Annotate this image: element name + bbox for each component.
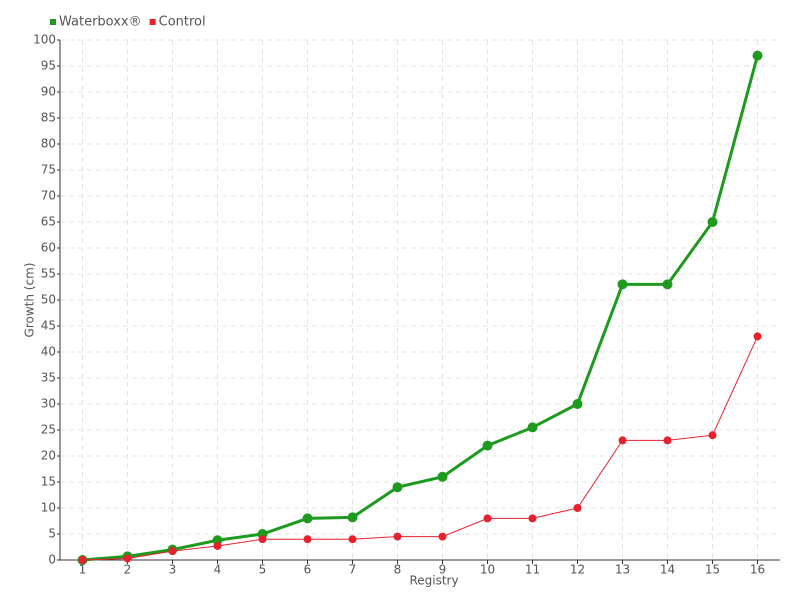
legend-label: Control bbox=[159, 15, 206, 30]
y-tick-label: 5 bbox=[48, 527, 56, 541]
y-tick-label: 50 bbox=[41, 293, 56, 307]
y-tick-label: 100 bbox=[33, 33, 56, 47]
y-axis-label: Growth (cm) bbox=[23, 263, 37, 338]
data-point bbox=[482, 440, 493, 451]
data-point bbox=[437, 471, 448, 482]
y-tick-label: 10 bbox=[41, 501, 56, 515]
y-tick-label: 45 bbox=[41, 319, 56, 333]
y-tick-label: 20 bbox=[41, 449, 56, 463]
data-point bbox=[213, 541, 222, 550]
data-point bbox=[752, 50, 763, 61]
x-tick-label: 3 bbox=[169, 563, 177, 577]
data-point bbox=[212, 535, 223, 546]
y-tick-label: 80 bbox=[41, 137, 56, 151]
data-point bbox=[258, 535, 267, 544]
data-point bbox=[348, 535, 357, 544]
data-point bbox=[438, 532, 447, 541]
x-tick-label: 10 bbox=[480, 563, 495, 577]
data-point bbox=[708, 431, 717, 440]
x-tick-label: 15 bbox=[705, 563, 720, 577]
y-tick-label: 0 bbox=[48, 553, 56, 567]
data-point bbox=[123, 554, 132, 563]
data-point bbox=[78, 556, 87, 564]
data-point bbox=[347, 512, 358, 523]
data-point bbox=[618, 436, 627, 445]
y-tick-label: 75 bbox=[41, 163, 56, 177]
y-tick-label: 85 bbox=[41, 111, 56, 125]
legend-label: Waterboxx® bbox=[59, 15, 142, 30]
y-tick-label: 35 bbox=[41, 371, 56, 385]
data-point bbox=[662, 279, 673, 290]
y-tick-label: 30 bbox=[41, 397, 56, 411]
data-point bbox=[483, 514, 492, 523]
x-tick-label: 13 bbox=[615, 563, 630, 577]
data-point bbox=[302, 513, 313, 524]
x-tick-label: 4 bbox=[214, 563, 222, 577]
y-tick-label: 70 bbox=[41, 189, 56, 203]
y-tick-label: 60 bbox=[41, 241, 56, 255]
x-tick-label: 5 bbox=[259, 563, 267, 577]
x-tick-label: 9 bbox=[439, 563, 447, 577]
data-point bbox=[707, 217, 718, 227]
legend-swatch bbox=[149, 19, 156, 25]
x-tick-label: 6 bbox=[304, 563, 312, 577]
data-point bbox=[572, 399, 583, 409]
x-tick-label: 8 bbox=[394, 563, 402, 577]
y-tick-label: 95 bbox=[41, 59, 56, 73]
x-axis-label: Registry bbox=[409, 574, 458, 588]
x-tick-label: 14 bbox=[660, 563, 675, 577]
y-tick-label: 25 bbox=[41, 423, 56, 437]
y-tick-label: 15 bbox=[41, 475, 56, 489]
data-point bbox=[393, 532, 402, 541]
data-point bbox=[528, 514, 537, 523]
data-point bbox=[392, 482, 403, 493]
y-tick-label: 40 bbox=[41, 345, 56, 359]
series-line bbox=[82, 55, 759, 562]
data-point bbox=[617, 279, 628, 290]
data-point bbox=[527, 422, 538, 433]
legend-swatch bbox=[50, 19, 56, 25]
x-tick-label: 1 bbox=[79, 563, 87, 577]
y-tick-label: 90 bbox=[41, 85, 56, 99]
data-point bbox=[168, 547, 177, 556]
x-tick-label: 16 bbox=[750, 563, 765, 577]
x-tick-label: 12 bbox=[570, 563, 585, 577]
data-point bbox=[753, 332, 762, 341]
data-point bbox=[303, 535, 312, 544]
x-tick-label: 7 bbox=[349, 563, 357, 577]
x-tick-label: 2 bbox=[124, 563, 132, 577]
data-point bbox=[663, 436, 672, 445]
y-tick-label: 65 bbox=[41, 215, 56, 229]
series-line bbox=[82, 336, 758, 561]
x-tick-label: 11 bbox=[525, 563, 540, 577]
data-point bbox=[573, 504, 582, 512]
y-tick-label: 55 bbox=[41, 267, 56, 281]
